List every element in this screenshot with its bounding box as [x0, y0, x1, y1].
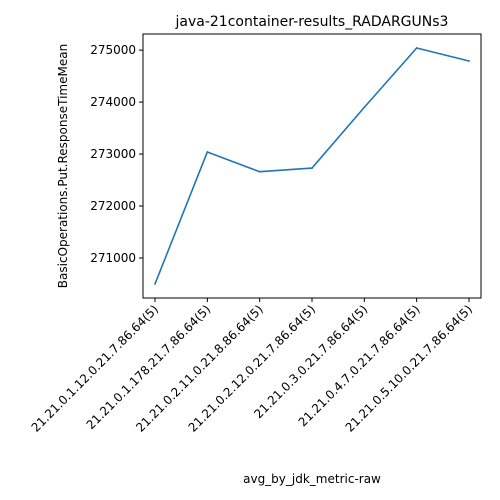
chart-title: java-21container-results_RADARGUNs3	[175, 14, 449, 30]
data-point	[311, 167, 313, 169]
y-tick-label: 273000	[90, 147, 136, 161]
data-point	[468, 60, 470, 62]
data-point	[154, 283, 156, 285]
x-axis: 21.21.0.1.12.0.21.7.86.64(5)21.21.0.1.17…	[29, 298, 475, 435]
data-point	[363, 106, 366, 109]
data-point	[206, 151, 209, 153]
data-point	[415, 47, 418, 49]
series-layer	[154, 47, 470, 285]
y-tick-label: 274000	[90, 95, 136, 109]
y-axis-title: BasicOperations.Put.ResponseTimeMean	[56, 44, 70, 288]
y-tick-label: 275000	[90, 43, 136, 57]
y-tick-label: 272000	[90, 199, 136, 213]
y-tick-label: 271000	[90, 251, 136, 265]
plot-area	[143, 34, 481, 298]
data-point	[258, 170, 261, 173]
x-axis-title: avg_by_jdk_metric-raw	[243, 472, 381, 486]
y-axis: 271000 272000 273000 274000 275000	[90, 43, 143, 265]
plot-frame	[142, 33, 482, 299]
